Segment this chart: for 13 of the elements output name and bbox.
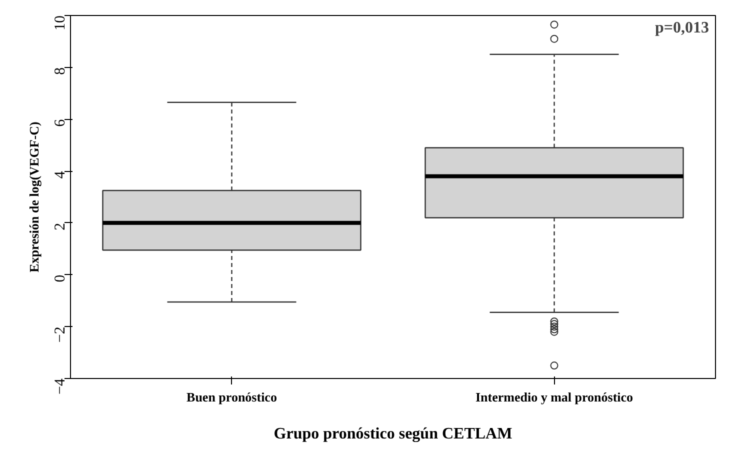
annotation: p=0,013 [655,20,710,36]
x-axis-title: Grupo pronóstico según CETLAM [274,426,512,442]
y-tick-label: −4 [52,378,68,394]
y-tick-label: 10 [52,16,68,30]
y-axis-title: Expresión de log(VEGF-C) [26,122,42,272]
y-tick-label: −2 [52,326,68,343]
x-tick-label: Buen pronóstico [186,390,277,404]
y-tick-label: 4 [52,170,68,179]
y-tick-label: 6 [52,118,68,127]
x-tick-label: Intermedio y mal pronóstico [475,390,634,404]
y-tick-label: 0 [52,274,68,282]
y-tick-label: 8 [52,67,68,75]
y-tick-label: 2 [52,222,68,230]
